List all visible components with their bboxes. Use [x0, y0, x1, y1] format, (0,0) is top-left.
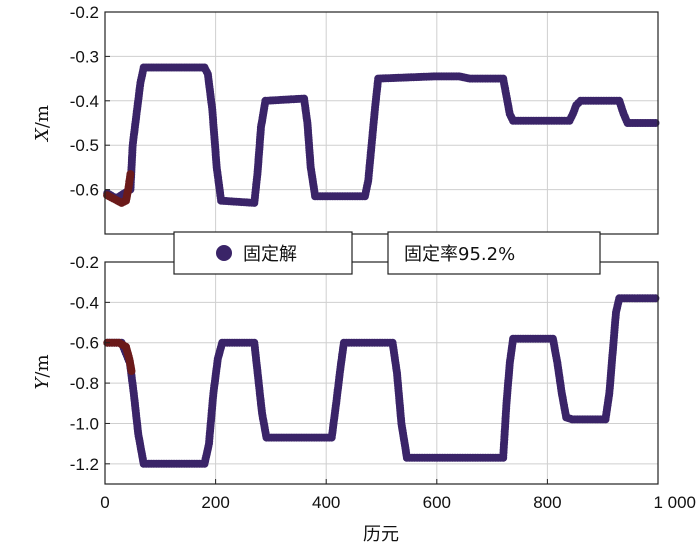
- subplot-y: -0.2 -0.4 -0.6 -0.8 -1.0 -1.2 0 200 400 600 800 1 …: [32, 253, 696, 545]
- xtick-label: 600: [423, 493, 451, 512]
- frame-y: [104, 261, 659, 485]
- xlabel: 历元: [363, 524, 399, 545]
- legend: 固定解 固定率95.2%: [173, 231, 601, 275]
- ytick-label: -0.6: [70, 181, 99, 200]
- ytick-label: -0.6: [70, 334, 99, 353]
- ytick-label: -0.2: [70, 253, 99, 272]
- points-x: [103, 63, 660, 207]
- ytick-label: -1.2: [70, 455, 99, 474]
- xtick-label: 1 000: [653, 493, 696, 512]
- rate-box: [387, 231, 601, 275]
- float-point: [126, 170, 135, 179]
- points-y: [103, 294, 660, 468]
- yticks-x: -0.2 -0.3 -0.4 -0.5 -0.6: [70, 3, 110, 200]
- xtick-label: 400: [312, 493, 340, 512]
- ylabel-y: Y/m: [32, 354, 53, 389]
- ytick-label: -0.8: [70, 374, 99, 393]
- ytick-label: -0.4: [70, 92, 99, 111]
- ytick-label: -0.3: [70, 47, 99, 66]
- ytick-label: -0.2: [70, 3, 99, 22]
- ytick-label: -1.0: [70, 414, 99, 433]
- ylabel-x: X/m: [32, 105, 53, 143]
- xtick-label: 200: [201, 493, 229, 512]
- ytick-label: -0.5: [70, 136, 99, 155]
- xtick-label: 0: [100, 493, 109, 512]
- legend-label: 固定解: [243, 244, 297, 265]
- legend-box: [173, 231, 353, 275]
- ytick-label: -0.4: [70, 293, 99, 312]
- float-point: [127, 367, 136, 375]
- frame-x: [104, 11, 659, 235]
- fix-rate-text: 固定率95.2%: [404, 244, 515, 265]
- xtick-label: 800: [533, 493, 561, 512]
- xticks-y: 0 200 400 600 800 1 000: [100, 479, 696, 512]
- grid-x: [105, 12, 658, 234]
- yticks-y: -0.2 -0.4 -0.6 -0.8 -1.0 -1.2: [70, 253, 110, 474]
- grid-y: [105, 262, 658, 484]
- legend-marker: [216, 245, 232, 261]
- subplot-x: -0.2 -0.3 -0.4 -0.5 -0.6 X/m: [32, 3, 660, 235]
